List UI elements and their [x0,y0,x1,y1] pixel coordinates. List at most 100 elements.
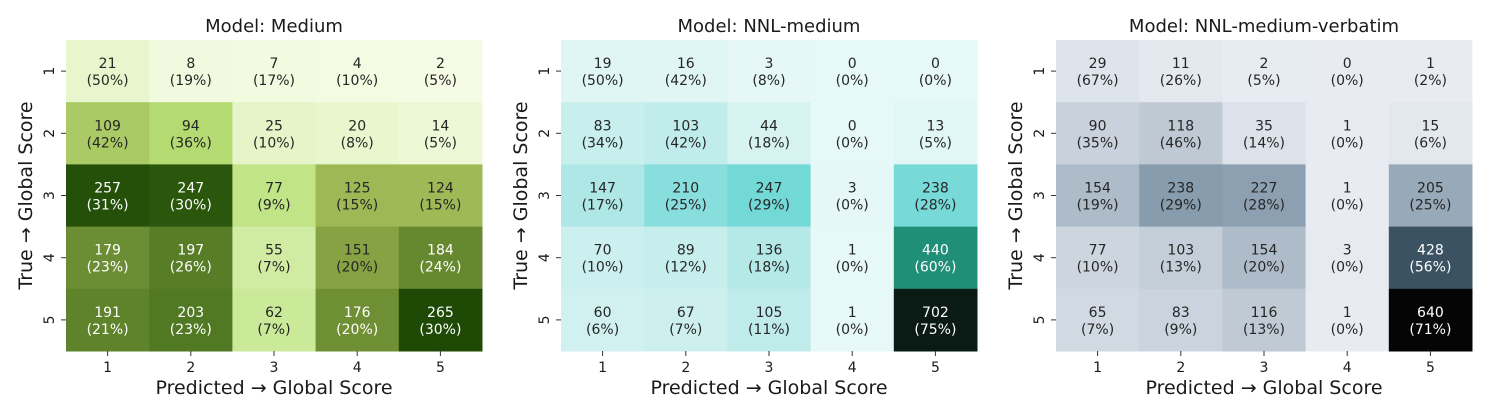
heatmap-cell [398,288,483,352]
cell-percent-label: (18%) [748,135,790,151]
heatmap-cell [1388,164,1473,228]
cell-percent-label: (5%) [919,135,952,151]
cell-count-label: 13 [926,118,944,134]
cell-percent-label: (0%) [836,322,869,338]
x-tick-label: 3 [765,360,774,376]
cell-count-label: 60 [594,305,612,321]
cell-percent-label: (10%) [1077,260,1119,276]
cell-percent-label: (28%) [914,198,956,214]
heatmap-cell [149,40,233,103]
heatmap-cell [1305,164,1390,228]
heatmap-cell [66,102,150,165]
cell-percent-label: (18%) [748,260,790,276]
x-tick-label: 1 [103,360,112,376]
x-tick-label: 5 [1426,360,1435,376]
cell-count-label: 176 [344,305,371,321]
heatmap-cell [1222,164,1307,228]
y-tick-label: 3 [1032,191,1048,200]
heatmap-cell [232,288,317,352]
cell-percent-label: (50%) [582,73,624,89]
heatmap-cell [149,226,233,290]
cell-percent-label: (5%) [424,135,457,151]
heatmap-cell [727,288,812,352]
cell-percent-label: (10%) [582,260,624,276]
cell-percent-label: (0%) [836,135,869,151]
heatmap-cell [1056,164,1140,228]
cell-percent-label: (20%) [336,322,378,338]
cell-count-label: 238 [1167,181,1194,197]
cell-count-label: 4 [353,56,362,72]
cell-percent-label: (9%) [257,198,290,214]
cell-percent-label: (75%) [914,322,956,338]
heatmap-cell [644,164,728,228]
heatmap-cell [398,226,483,290]
cell-percent-label: (71%) [1409,322,1451,338]
cell-percent-label: (0%) [919,73,952,89]
heatmap-cell [1056,288,1140,352]
y-tick-label: 5 [42,315,58,324]
heatmap-cell [232,164,317,228]
heatmap-cell [1056,102,1140,165]
x-axis-label: Predicted → Global Score [155,377,392,399]
cell-count-label: 44 [760,118,778,134]
cell-percent-label: (2%) [1414,73,1447,89]
cell-count-label: 55 [265,243,283,259]
cell-count-label: 154 [1084,181,1111,197]
cell-percent-label: (12%) [665,260,707,276]
chart-title: Model: Medium [205,16,343,37]
x-axis-label: Predicted → Global Score [1145,377,1382,399]
cell-count-label: 15 [1421,118,1439,134]
cell-percent-label: (34%) [582,135,624,151]
heatmap-panel-3: Model: NNL-medium-verbatim29(67%)11(26%)… [1005,16,1473,399]
heatmap-cell [315,288,400,352]
cell-count-label: 238 [922,181,949,197]
chart-title: Model: NNL-medium-verbatim [1129,16,1399,37]
cell-percent-label: (42%) [87,135,129,151]
cell-count-label: 105 [756,305,783,321]
cell-count-label: 257 [94,181,121,197]
cell-count-label: 109 [94,118,121,134]
y-tick-label: 1 [1032,67,1048,76]
cell-percent-label: (36%) [170,135,212,151]
heatmap-cell [893,226,978,290]
x-tick-label: 4 [848,360,857,376]
cell-percent-label: (17%) [253,73,295,89]
heatmap-panel-1: Model: Medium21(50%)8(19%)7(17%)4(10%)2(… [15,16,483,399]
cell-count-label: 83 [1172,305,1190,321]
heatmap-cell [561,226,645,290]
x-tick-label: 2 [1176,360,1185,376]
cell-percent-label: (19%) [170,73,212,89]
cell-count-label: 3 [848,181,857,197]
cell-percent-label: (10%) [336,73,378,89]
cell-percent-label: (42%) [665,135,707,151]
cell-percent-label: (56%) [1409,260,1451,276]
heatmap-cell [644,288,728,352]
y-tick-label: 2 [537,129,553,138]
cell-percent-label: (0%) [836,198,869,214]
cell-count-label: 83 [594,118,612,134]
cell-count-label: 191 [94,305,121,321]
cell-count-label: 179 [94,243,121,259]
cell-percent-label: (67%) [1077,73,1119,89]
heatmap-panel-2: Model: NNL-medium19(50%)16(42%)3(8%)0(0%… [510,16,978,399]
heatmap-cell [727,40,812,103]
heatmap-cell [398,40,483,103]
x-tick-label: 4 [1343,360,1352,376]
cell-percent-label: (5%) [1247,73,1280,89]
cell-count-label: 116 [1251,305,1278,321]
heatmap-cell [315,102,400,165]
cell-count-label: 265 [427,305,454,321]
heatmap-cell [315,164,400,228]
cell-count-label: 1 [848,243,857,259]
cell-percent-label: (7%) [669,322,702,338]
x-tick-label: 1 [1093,360,1102,376]
heatmap-cell [644,102,728,165]
cell-count-label: 70 [594,243,612,259]
cell-count-label: 103 [672,118,699,134]
cell-count-label: 124 [427,181,454,197]
heatmap-cell [1222,102,1307,165]
cell-count-label: 16 [677,56,695,72]
cell-count-label: 440 [922,243,949,259]
cell-percent-label: (0%) [1331,135,1364,151]
heatmap-cell [232,102,317,165]
